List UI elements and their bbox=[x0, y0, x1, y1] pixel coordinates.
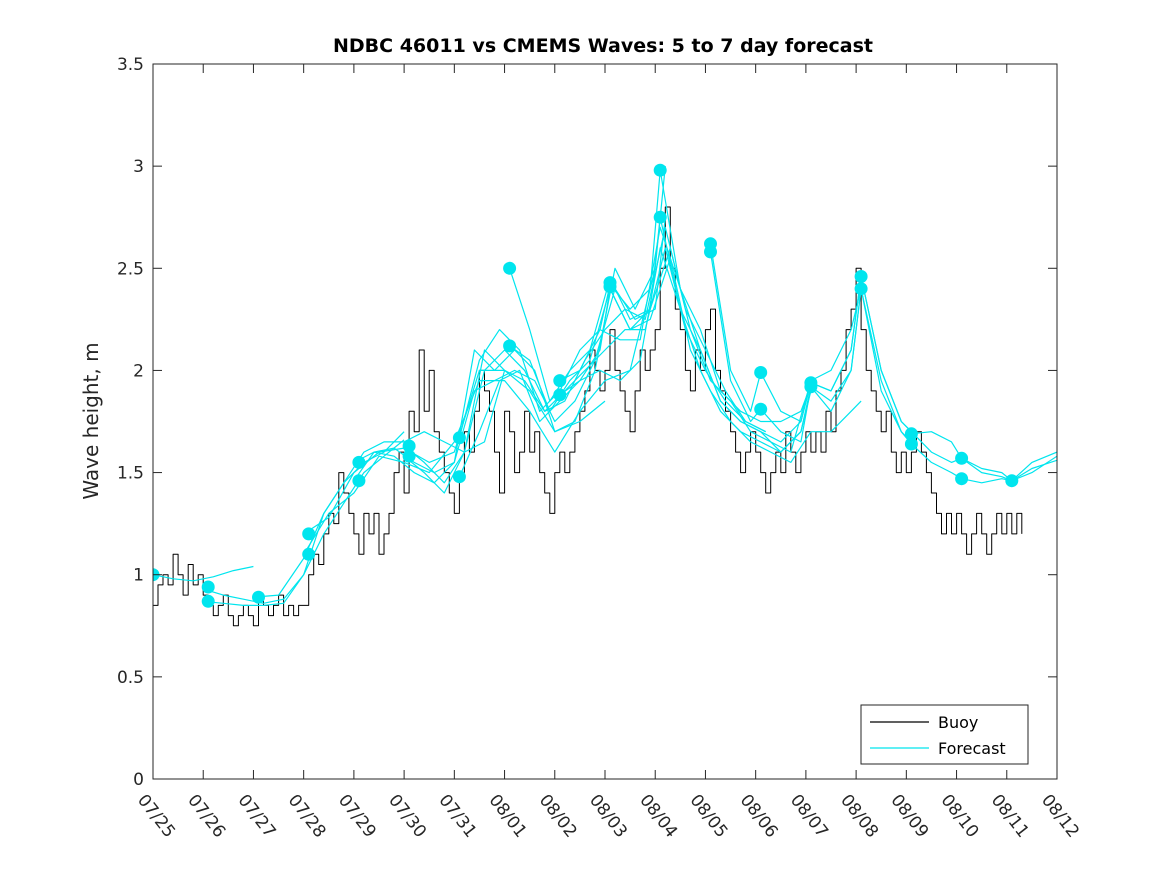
forecast-start-marker-30 bbox=[955, 451, 969, 465]
series-forecast-line-1 bbox=[153, 565, 254, 582]
forecast-start-marker-18 bbox=[653, 163, 667, 177]
forecast-start-marker-28 bbox=[904, 427, 918, 441]
forecast-start-marker-21 bbox=[704, 245, 717, 259]
forecast-start-marker-13 bbox=[503, 339, 517, 353]
y-tick-label-4: 2 bbox=[133, 361, 144, 381]
forecast-start-marker-3 bbox=[252, 590, 265, 604]
forecast-start-marker-5 bbox=[302, 547, 316, 561]
y-axis-label: Wave height, m bbox=[79, 342, 103, 499]
series-group bbox=[153, 163, 1057, 627]
forecast-start-marker-11 bbox=[452, 470, 466, 484]
forecast-start-marker-31 bbox=[955, 472, 969, 486]
forecast-start-marker-15 bbox=[553, 388, 567, 402]
forecast-start-marker-1 bbox=[201, 580, 215, 594]
forecast-start-marker-22 bbox=[754, 366, 768, 379]
series-forecast-line-17 bbox=[709, 243, 1057, 482]
forecast-start-marker-29 bbox=[904, 437, 918, 451]
legend-box bbox=[860, 704, 1029, 765]
legend-label-1: Forecast bbox=[938, 739, 1006, 758]
legend-label-0: Buoy bbox=[938, 713, 978, 732]
y-tick-label-2: 1 bbox=[133, 566, 144, 586]
forecast-start-marker-4 bbox=[302, 527, 316, 541]
series-forecast-line-11 bbox=[458, 226, 812, 438]
forecast-start-marker-25 bbox=[804, 380, 818, 394]
forecast-start-marker-10 bbox=[452, 431, 466, 445]
forecast-start-marker-6 bbox=[352, 455, 366, 469]
forecast-start-marker-32 bbox=[1005, 474, 1019, 488]
y-tick-label-1: 0.5 bbox=[117, 668, 144, 688]
forecast-start-marker-2 bbox=[201, 594, 215, 608]
forecast-start-marker-19 bbox=[653, 210, 667, 224]
forecast-start-marker-26 bbox=[854, 270, 868, 283]
y-tick-label-0: 0 bbox=[133, 770, 144, 790]
series-forecast-line-10 bbox=[403, 247, 766, 494]
forecast-start-marker-7 bbox=[352, 474, 366, 488]
forecast-start-marker-27 bbox=[854, 282, 868, 296]
y-tick-label-3: 1.5 bbox=[117, 464, 144, 484]
forecast-start-marker-8 bbox=[402, 439, 416, 453]
y-tick-label-7: 3.5 bbox=[117, 55, 144, 75]
forecast-start-marker-14 bbox=[553, 374, 567, 388]
y-tick-label-5: 2.5 bbox=[117, 259, 144, 279]
y-tick-label-6: 3 bbox=[133, 157, 144, 177]
series-forecast-line-19 bbox=[911, 431, 1057, 482]
forecast-start-marker-9 bbox=[402, 449, 416, 463]
forecast-start-marker-12 bbox=[503, 261, 517, 275]
series-forecast-line-14 bbox=[509, 257, 862, 463]
plot-area bbox=[153, 163, 1057, 627]
forecast-start-marker-23 bbox=[754, 402, 768, 416]
chart-title: NDBC 46011 vs CMEMS Waves: 5 to 7 day fo… bbox=[333, 35, 873, 57]
series-forecast-line-18 bbox=[709, 251, 1057, 484]
legend: Buoy Forecast bbox=[860, 704, 1029, 765]
forecast-start-marker-17 bbox=[603, 280, 617, 294]
